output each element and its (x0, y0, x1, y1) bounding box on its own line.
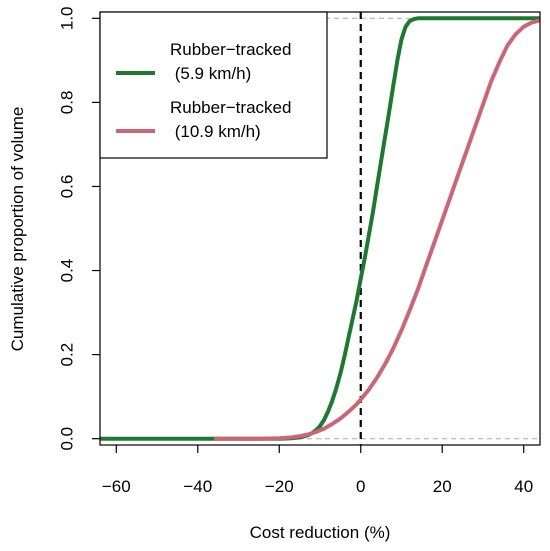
x-axis: −60 −40 −20 0 20 40 (102, 445, 533, 496)
series-layer (100, 16, 540, 441)
x-tick-label: −20 (265, 477, 294, 496)
x-tick-label: −40 (183, 477, 212, 496)
y-tick-label: 0.6 (57, 175, 76, 199)
series-line-2 (214, 18, 540, 441)
legend-box (99, 11, 328, 159)
y-axis-title: Cumulative proportion of volume (8, 107, 27, 352)
legend: Rubber−tracked (5.9 km/h) Rubber−tracked … (99, 11, 328, 159)
x-tick-label: 20 (433, 477, 452, 496)
y-axis: 0.0 0.2 0.4 0.6 0.8 1.0 (57, 6, 100, 451)
legend-label-2: Rubber−tracked (10.9 km/h) (170, 98, 291, 141)
x-axis-title: Cost reduction (%) (250, 523, 391, 542)
y-tick-label: 0.0 (57, 427, 76, 451)
x-tick-label: 0 (356, 477, 365, 496)
y-tick-label: 0.4 (57, 259, 76, 283)
legend-label-1: Rubber−tracked (5.9 km/h) (170, 40, 291, 83)
y-tick-label: 0.2 (57, 343, 76, 367)
x-tick-label: 40 (514, 477, 533, 496)
y-tick-label: 0.8 (57, 91, 76, 115)
y-tick-label: 1.0 (57, 6, 76, 30)
x-tick-label: −60 (102, 477, 131, 496)
